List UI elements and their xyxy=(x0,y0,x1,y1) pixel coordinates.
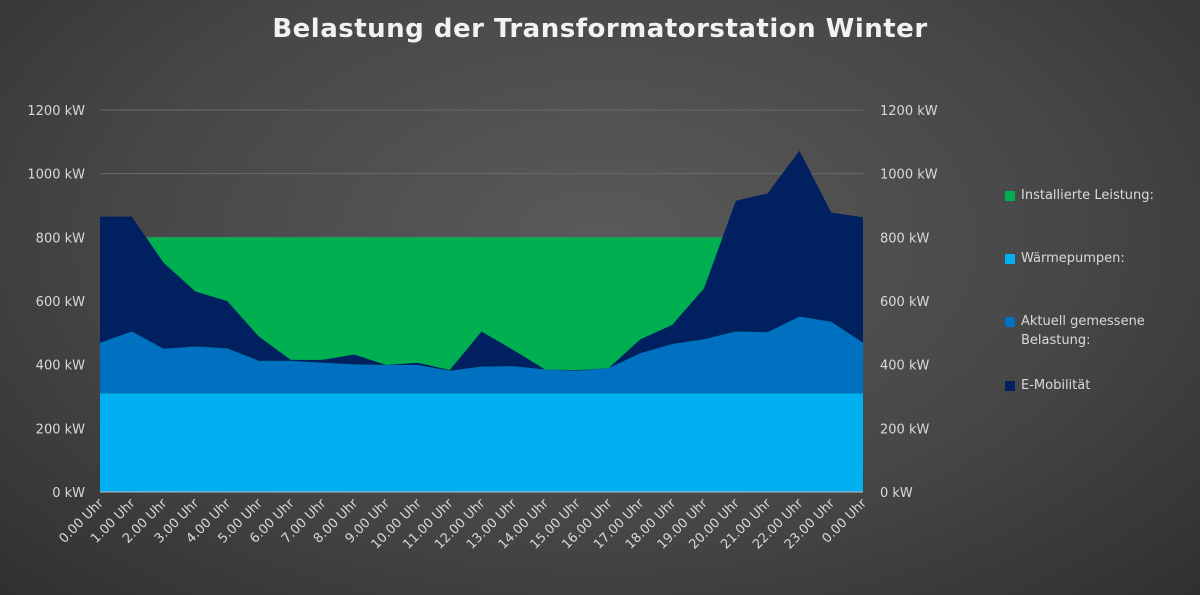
y-tick-label-right: 0 kW xyxy=(880,486,913,501)
y-tick-label-left: 600 kW xyxy=(36,295,85,310)
legend-item: Aktuell gemessene Belastung: xyxy=(1005,312,1171,350)
legend-item: Installierte Leistung: xyxy=(1005,186,1195,205)
legend-item: Wärmepumpen: xyxy=(1005,249,1195,268)
y-tick-label-right: 800 kW xyxy=(880,231,929,246)
y-tick-label-right: 1000 kW xyxy=(880,168,938,183)
legend: Installierte Leistung: Wärmepumpen: Aktuel… xyxy=(1005,186,1195,395)
y-tick-label-right: 400 kW xyxy=(880,359,929,374)
y-tick-label-right: 1200 kW xyxy=(880,104,938,119)
legend-label: Installierte Leistung: xyxy=(1021,188,1154,203)
legend-label: E-Mobilität xyxy=(1021,378,1091,393)
legend-item: E-Mobilität xyxy=(1005,376,1195,395)
legend-swatch xyxy=(1005,381,1015,391)
legend-swatch xyxy=(1005,317,1015,327)
y-tick-label-right: 600 kW xyxy=(880,295,929,310)
chart-title: Belastung der Transformatorstation Winte… xyxy=(272,14,928,44)
y-tick-label-left: 400 kW xyxy=(36,359,85,374)
legend-label: Wärmepumpen: xyxy=(1021,251,1125,266)
legend-swatch xyxy=(1005,191,1015,201)
y-tick-label-left: 0 kW xyxy=(52,486,85,501)
y-tick-label-left: 200 kW xyxy=(36,422,85,437)
legend-swatch xyxy=(1005,254,1015,264)
area-aktuell-gemessene-belastung xyxy=(100,316,863,394)
y-tick-label-left: 1200 kW xyxy=(27,104,85,119)
area-waermepumpen xyxy=(100,393,863,492)
y-tick-label-left: 800 kW xyxy=(36,231,85,246)
y-tick-label-left: 1000 kW xyxy=(27,168,85,183)
area-e-mobilitaet xyxy=(100,150,863,371)
y-tick-label-right: 200 kW xyxy=(880,422,929,437)
legend-label: Aktuell gemessene Belastung: xyxy=(1021,314,1145,348)
